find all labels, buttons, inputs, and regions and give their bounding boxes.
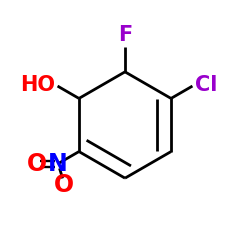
- Text: Cl: Cl: [195, 75, 217, 95]
- Text: O: O: [26, 152, 46, 176]
- Text: F: F: [118, 25, 132, 45]
- Text: O: O: [54, 173, 74, 197]
- Text: N: N: [48, 152, 68, 176]
- Text: HO: HO: [20, 75, 55, 95]
